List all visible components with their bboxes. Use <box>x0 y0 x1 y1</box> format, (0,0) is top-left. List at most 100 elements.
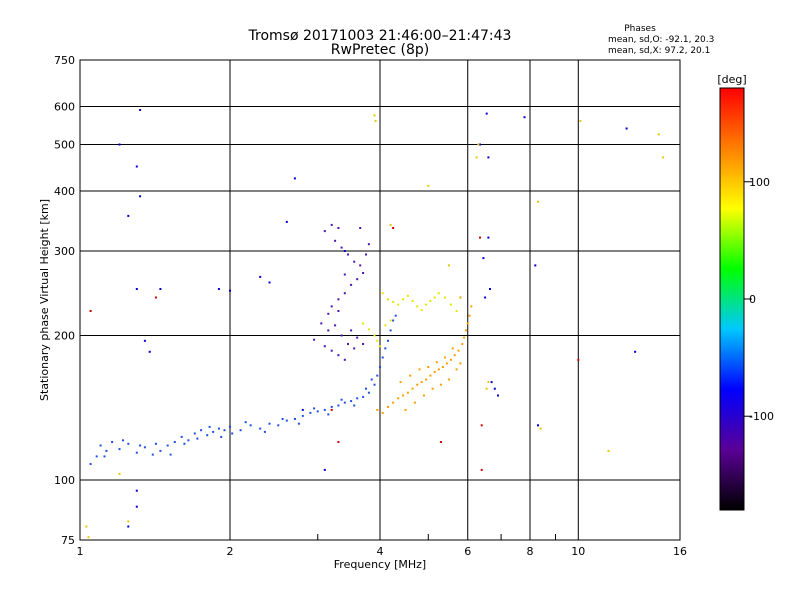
data-point <box>433 370 436 373</box>
colorbar-ticks: 100 0 -100 <box>744 176 774 423</box>
data-point <box>379 345 381 348</box>
data-point <box>118 472 121 475</box>
data-point <box>420 309 423 312</box>
y-tick-label: 600 <box>54 101 75 114</box>
data-point <box>362 272 365 274</box>
data-point <box>135 505 138 508</box>
y-tick-label: 300 <box>54 245 75 258</box>
data-point <box>350 283 353 286</box>
data-point <box>105 449 108 452</box>
data-point <box>135 489 138 492</box>
data-point <box>323 408 326 411</box>
data-point <box>166 444 169 447</box>
data-point <box>402 298 405 301</box>
data-point <box>327 312 330 315</box>
data-point <box>461 343 464 345</box>
data-point <box>406 391 409 394</box>
data-point <box>323 230 326 233</box>
data-point <box>468 314 471 317</box>
data-point <box>327 329 330 332</box>
data-point <box>416 383 419 386</box>
data-point <box>118 143 121 146</box>
data-point <box>239 429 242 432</box>
data-point <box>662 156 665 159</box>
colorbar-tick-label: 0 <box>749 293 756 306</box>
colorbar-tick-label: -100 <box>749 410 774 423</box>
data-point <box>139 195 142 198</box>
x-tick-label: 2 <box>227 545 234 558</box>
data-point <box>406 294 409 297</box>
data-point <box>193 432 196 435</box>
data-point <box>135 165 138 168</box>
data-point <box>409 374 412 377</box>
data-point <box>451 347 454 350</box>
data-point <box>425 303 428 306</box>
data-point <box>330 305 333 308</box>
data-point <box>539 427 542 430</box>
data-point <box>404 408 407 411</box>
y-tick-label: 400 <box>54 185 75 198</box>
data-point <box>487 236 490 239</box>
data-point <box>433 296 436 299</box>
data-point <box>95 455 98 458</box>
data-point <box>445 362 448 365</box>
data-point <box>479 236 481 239</box>
data-point <box>365 387 367 390</box>
data-point <box>337 441 340 443</box>
x-tick-label: 16 <box>673 545 687 558</box>
data-point <box>392 401 395 404</box>
data-point <box>148 350 151 353</box>
data-point <box>293 177 296 180</box>
data-point <box>173 441 176 443</box>
data-point <box>625 127 628 130</box>
data-point <box>422 394 425 397</box>
data-point <box>330 405 333 408</box>
data-point <box>418 368 421 371</box>
data-point <box>337 404 340 407</box>
data-point <box>387 339 389 342</box>
data-point <box>85 525 88 528</box>
data-point <box>154 442 157 445</box>
data-point <box>353 260 356 263</box>
data-point <box>362 343 365 345</box>
data-point <box>122 439 124 442</box>
data-point <box>343 273 346 276</box>
scatter-points <box>85 109 665 539</box>
data-point <box>268 422 271 425</box>
data-point <box>212 430 215 433</box>
data-point <box>359 227 362 229</box>
data-point <box>470 305 473 308</box>
data-point <box>489 288 491 290</box>
data-point <box>367 391 370 394</box>
data-point <box>475 156 478 159</box>
data-point <box>356 278 359 281</box>
data-point <box>217 288 220 290</box>
data-point <box>127 525 130 528</box>
data-point <box>196 437 199 440</box>
data-point <box>392 227 395 229</box>
data-point <box>384 347 387 350</box>
plot-frame <box>79 59 681 541</box>
data-point <box>449 358 452 361</box>
data-point <box>347 343 349 345</box>
chart-title: Tromsø 20171003 21:46:00–21:47:43 <box>248 28 512 44</box>
data-point <box>330 408 333 411</box>
data-point <box>381 356 384 359</box>
data-point <box>217 427 220 430</box>
data-point <box>143 446 146 449</box>
data-point <box>343 358 346 361</box>
data-point <box>281 418 284 420</box>
data-point <box>277 424 280 427</box>
data-point <box>484 296 487 299</box>
data-point <box>657 133 660 136</box>
data-point <box>263 430 266 433</box>
data-point <box>447 378 450 381</box>
axis-ticks: 1 2 4 6 8 10 16 75 100 200 300 400 500 600 750 <box>54 54 687 558</box>
data-point <box>229 289 231 292</box>
data-point <box>343 250 346 252</box>
data-point <box>394 314 397 317</box>
data-point <box>343 292 346 295</box>
legend-title: Phases <box>624 24 656 34</box>
data-point <box>249 424 252 427</box>
data-point <box>459 296 462 299</box>
